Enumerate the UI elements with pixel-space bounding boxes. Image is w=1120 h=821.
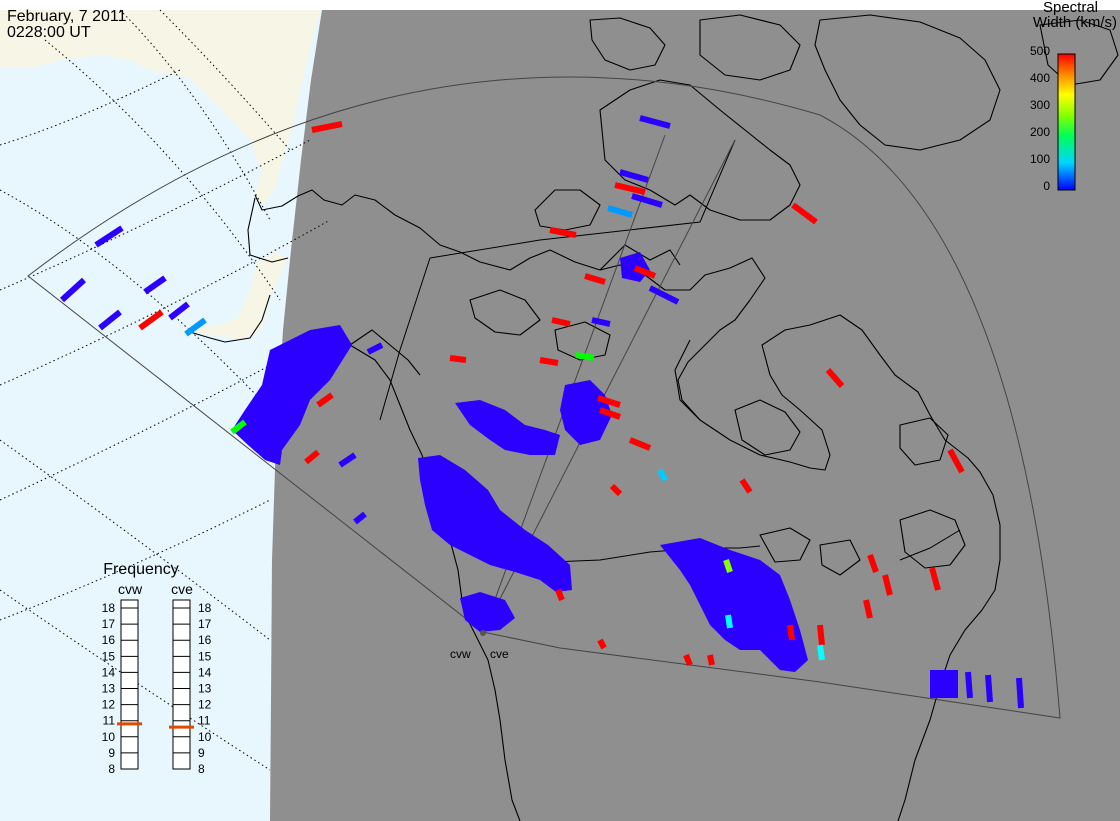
scatter-cluster-western-canada: [418, 455, 572, 592]
scatter-echoes: [59, 115, 1024, 709]
frequency-tick-label-right: 13: [198, 682, 212, 696]
frequency-tick-label-right: 18: [198, 601, 212, 615]
scatter-cluster-near-range: [460, 592, 515, 632]
radar-site-label-cvw: cvw: [450, 647, 471, 661]
coastlines: [189, 14, 1119, 821]
radar-site-marker: [480, 630, 486, 636]
colorbar-tick: 0: [1043, 179, 1050, 193]
frequency-tick-label-right: 14: [198, 665, 212, 679]
colorbar-tick: 200: [1030, 125, 1050, 139]
alaska-daylight-land: [0, 10, 320, 205]
scatter-cluster-ne-usa: [930, 670, 958, 698]
colorbar: Spectral Width (km/s) 500 400 300 200 10…: [1030, 0, 1117, 193]
map-grid: [0, 9, 331, 771]
frequency-tick-label-left: 8: [108, 762, 115, 776]
radar-site-label-cve: cve: [490, 647, 509, 661]
frequency-radar-name-cve: cve: [171, 581, 193, 597]
frequency-tick-label-left: 14: [102, 665, 116, 679]
frequency-tick-label-right: 15: [198, 649, 212, 663]
frequency-tick-label-left: 15: [102, 649, 116, 663]
frequency-tick-label-right: 17: [198, 617, 212, 631]
frequency-tick-label-left: 13: [102, 682, 116, 696]
frequency-tick-label-left: 16: [102, 633, 116, 647]
colorbar-gradient: [1057, 53, 1076, 191]
colorbar-tick: 100: [1030, 152, 1050, 166]
colorbar-title-line1: Spectral: [1043, 0, 1098, 16]
frequency-tick-label-right: 9: [198, 746, 205, 760]
frequency-tick-label-left: 11: [103, 714, 116, 728]
top-strip: [0, 0, 1120, 10]
header-date: February, 7 2011: [7, 8, 127, 25]
frequency-tick-label-left: 12: [102, 698, 116, 712]
aleutian-daylight-land: [180, 253, 288, 340]
frequency-column-cve: [172, 599, 191, 770]
frequency-ticks: 18 18 17 17 16 16 15 15 14 14 13 13 12 12 11 11 10 10 9 9 8 8: [102, 601, 212, 776]
frequency-radar-name-cvw: cvw: [118, 581, 143, 597]
frequency-tick-label-right: 16: [198, 633, 212, 647]
scatter-cluster-baffin: [620, 252, 650, 282]
colorbar-tick: 300: [1030, 98, 1050, 112]
frequency-tick-label-right: 8: [198, 762, 205, 776]
scatter-segments: [59, 115, 1024, 709]
frequency-tick-label-right: 12: [198, 698, 212, 712]
colorbar-tick: 400: [1030, 71, 1050, 85]
frequency-tick-label-left: 17: [102, 617, 116, 631]
frequency-title: Frequency: [103, 561, 179, 578]
frequency-tick-label-left: 9: [108, 746, 115, 760]
frequency-tick-label-left: 18: [102, 601, 116, 615]
frequency-tick-label-right: 10: [198, 730, 212, 744]
frequency-tick-label-left: 10: [102, 730, 116, 744]
header-time: 0228:00 UT: [7, 24, 91, 41]
colorbar-tick: 500: [1030, 44, 1050, 58]
colorbar-title-line2: Width (km/s): [1033, 14, 1117, 31]
frequency-column-cvw: [120, 599, 139, 770]
frequency-panel: Frequency cvw cve 18 18 17 17 16 16 15 15 14 14 13…: [102, 561, 212, 776]
scatter-cluster-great-lakes: [660, 538, 808, 672]
scatter-cluster-gulf-of-alaska: [232, 325, 352, 465]
scatter-cluster-hudson-strait: [455, 400, 560, 455]
frequency-tick-label-right: 11: [198, 714, 211, 728]
